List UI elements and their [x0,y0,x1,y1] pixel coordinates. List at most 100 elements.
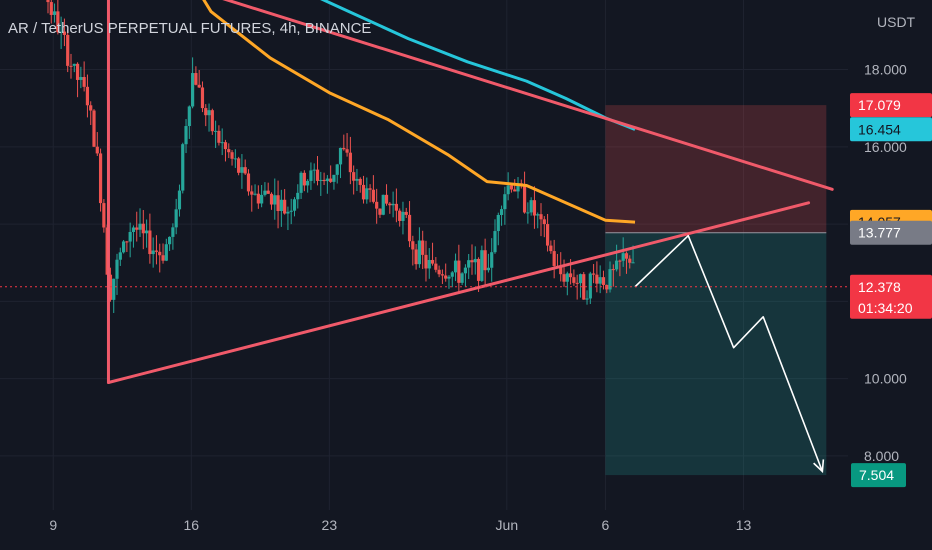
candle-body [276,195,280,212]
candle-body [575,282,579,284]
candle-body [559,266,563,275]
candle-body [214,130,218,132]
candle-body [302,172,306,186]
candle-body [177,190,182,210]
candle-body [98,153,103,204]
time-axis[interactable]: 9 16 23 Jun 6 13 [49,517,751,533]
candle-body [112,278,116,300]
candle-body [210,110,214,132]
candle-body [453,260,458,273]
candle-body [144,230,149,234]
candle-body [414,249,418,265]
ma-slow-line [320,0,636,131]
candles [46,0,635,314]
candle-body [549,245,553,252]
price-tag-box [850,93,932,118]
candle-body [168,236,172,245]
candle-body [135,227,139,230]
candle-body [49,2,53,15]
candle-body [158,251,162,256]
candle-body [296,192,300,200]
candle-body [181,144,185,191]
chart-title: AR / TetherUS PERPETUAL FUTURES, 4h, BIN… [8,20,372,37]
candle-body [503,194,507,210]
candle-body [490,252,494,268]
candle-body [148,230,152,255]
candle-body [319,179,323,181]
candle-body [407,214,412,242]
candle-body [256,193,260,204]
candle-body [450,272,454,277]
candle-body [246,173,251,192]
candle-body [352,172,356,181]
candle-body [506,185,510,195]
price-tick-label: 10.000 [864,371,907,387]
price-tag-box [850,117,932,142]
candle-body [430,259,435,264]
candle-body [118,252,122,260]
candle-body [184,126,188,145]
candle-body [46,0,50,3]
candle-body [240,167,244,173]
candle-body [486,267,491,271]
candle-body [618,260,622,262]
candle-body [417,240,421,265]
price-tag-value: 13.777 [858,225,901,241]
candle-body [138,223,142,230]
candle-body [174,209,178,228]
candle-body [79,77,83,80]
candle-body [325,178,329,182]
candle-body [444,275,448,279]
candle-body [273,195,277,205]
candle-body [289,210,293,212]
price-tag-stop-loss: 17.079 [850,93,932,118]
candle-body [62,31,67,35]
time-tick-label: 9 [49,517,57,533]
candle-body [72,63,76,66]
candle-body [223,142,228,150]
price-tag-value: 17.079 [858,97,901,113]
candle-body [585,298,589,300]
candle-body [493,231,497,253]
candle-body [565,273,569,282]
candle-body [355,178,359,181]
candle-body [447,276,451,279]
candle-body [539,214,543,220]
candle-body [394,203,398,211]
candle-body [545,224,550,246]
projection-path [634,234,825,474]
candle-body [365,188,369,200]
candle-body [529,200,533,213]
candle-body [312,169,316,171]
candle-body [253,193,257,195]
price-tag-entry: 13.777 [850,220,932,245]
candle-body [283,199,287,214]
candle-body [187,106,191,127]
candle-body [200,87,205,109]
price-tag-value: 7.504 [859,467,894,483]
price-tag-box [850,274,932,319]
candle-body [56,11,60,33]
price-tick-label: 8.000 [864,448,899,464]
candle-body [460,273,464,283]
candle-body [125,241,129,243]
time-tick-label: 16 [184,517,200,533]
candle-body [463,267,468,274]
candle-body [421,240,425,255]
candle-body [388,203,392,206]
candle-body [536,214,540,216]
candle-body [151,250,155,255]
candle-body [582,274,586,300]
candle-body [230,152,234,159]
moving-averages [202,0,636,224]
price-tag-value: 12.378 [858,279,901,295]
candle-body [440,274,445,276]
candle-body [552,251,556,266]
candle-body [572,277,576,283]
candle-body [171,227,175,237]
candle-body [306,180,310,186]
triangle-lower-line [106,201,811,384]
candle-body [615,260,619,270]
candle-body [338,147,343,165]
